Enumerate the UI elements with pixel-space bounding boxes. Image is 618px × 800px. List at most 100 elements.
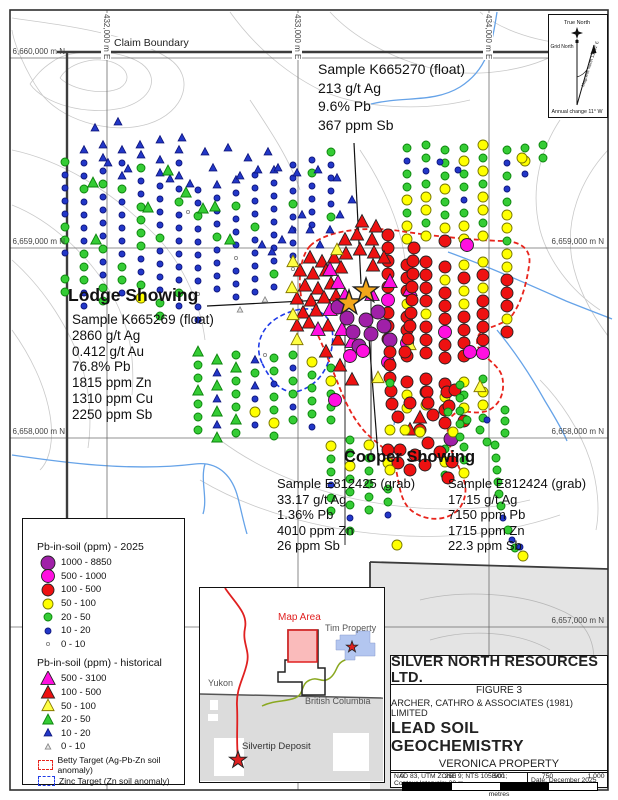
legend-item: 1000 - 8850 [35,555,184,571]
soil-sample-point [478,218,488,228]
soil-sample-point [520,143,530,153]
soil-sample-point [99,193,107,201]
annotation-line: 2250 ppm Sb [72,406,153,422]
soil-sample-point [212,232,222,242]
annual-change-label: Annual change 11° W [552,109,603,115]
soil-sample-point [194,225,202,233]
soil-sample-point [156,195,164,203]
soil-sample-point [458,220,470,232]
soil-sample-point [211,405,223,417]
soil-sample-point [61,184,69,192]
annotation-line: 17.15 g/t Ag [448,491,518,507]
soil-sample-point [345,526,355,536]
soil-sample-point [516,152,528,164]
soil-sample-point [457,323,471,337]
soil-sample-point [492,465,502,475]
showing-star-icon [351,275,381,304]
legend-items-2025: 1000 - 8850 500 - 1000 100 - 500 50 - 100 20… [35,555,184,651]
soil-sample-point [406,254,420,268]
soil-sample-point [420,385,434,399]
soil-sample-point [308,182,316,190]
soil-sample-point [345,487,355,497]
soil-sample-point [174,197,184,207]
soil-sample-point [301,314,317,329]
soil-sample-point [476,320,490,334]
annotation-line: 1815 ppm Zn [72,375,152,391]
soil-sample-point [383,497,393,507]
territorial-border-line [199,693,384,699]
annotation-line: 1.36% Pb [277,507,334,523]
soil-sample-point [381,293,395,307]
tim-property-label: Tim Property [325,623,377,633]
soil-sample-point [290,332,304,346]
soil-sample-point [117,275,127,285]
soil-sample-point [99,232,107,240]
legend-item: 0 - 10 [35,740,184,754]
soil-sample-point [326,493,336,503]
stream-line [11,454,248,535]
soil-sample-point [310,280,326,295]
soil-sample-point [289,239,297,247]
zinc-target-label: Zinc Target (Zn soil anomaly) [59,776,170,787]
soil-sample-point [459,208,469,218]
soil-sample-point [289,364,297,372]
soil-sample-point [326,212,336,222]
soil-sample-point [80,224,88,232]
soil-sample-point [137,190,145,198]
soil-sample-point [403,319,417,333]
soil-sample-point [98,244,108,254]
soil-sample-point [288,350,298,360]
soil-sample-point [200,146,210,156]
soil-sample-point [80,172,88,180]
soil-sample-point [476,333,490,347]
soil-sample-point [326,147,336,157]
scale-bar-segments [402,782,598,791]
soil-sample-point [251,210,259,218]
soil-sample-point [117,170,127,180]
soil-sample-point [418,458,432,472]
legend-item-zinc: Zinc Target (Zn soil anomaly) [35,774,184,788]
soil-sample-point [80,302,88,310]
legend-item-label: 50 - 100 [61,700,96,712]
soil-sample-point [371,370,385,384]
soil-sample-point [438,338,452,352]
soil-sample-point [290,266,296,272]
soil-sample-point [475,425,485,435]
soil-sample-point [327,200,335,208]
soil-sample-point [370,304,386,320]
soil-sample-point [194,238,202,246]
soil-sample-point [500,405,510,415]
soil-sample-point [385,378,395,388]
soil-sample-point [267,246,277,256]
soil-sample-point [80,289,88,297]
soil-sample-point [99,167,107,175]
soil-sample-point [269,392,279,402]
soil-sample-point [332,357,348,372]
soil-sample-point [262,352,268,358]
soil-sample-point [345,474,355,484]
contour-line [11,259,91,449]
contour-line [359,149,406,261]
soil-sample-point [458,259,470,271]
soil-sample-point [251,395,259,403]
soil-sample-point [185,209,191,215]
soil-sample-point [368,218,384,233]
soil-sample-point [308,156,316,164]
soil-sample-point [286,254,300,268]
soil-sample-point [308,302,324,317]
soil-sample-point [420,230,432,242]
soil-sample-point [326,415,336,425]
easting-label: 432,000 m E [101,13,111,61]
soil-sample-point [289,403,297,411]
soil-sample-point [462,415,472,425]
property-name: VERONICA PROPERTY [438,758,560,770]
soil-sample-point [175,250,183,258]
soil-sample-point [477,165,489,177]
soil-sample-point [165,173,175,183]
soil-sample-point [155,154,165,164]
soil-sample-point [482,437,492,447]
soil-sample-point [376,318,392,334]
soil-sample-point [327,481,335,489]
soil-sample-point [419,333,433,347]
soil-sample-point [193,425,203,435]
